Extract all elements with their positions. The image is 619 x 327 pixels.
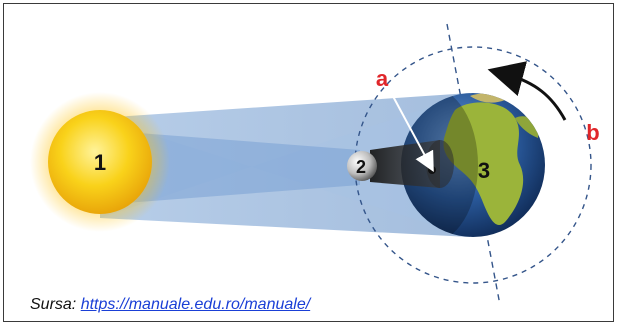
label-rotation: b (586, 120, 599, 145)
sun (30, 92, 170, 232)
shadow-pointer-arrow (387, 86, 434, 173)
umbra-spot (428, 166, 436, 174)
source-link[interactable]: https://manuale.edu.ro/manuale/ (80, 296, 311, 313)
label-earth: 3 (478, 158, 490, 183)
label-moon: 2 (356, 157, 366, 177)
moon (347, 151, 377, 181)
rotation-arrow (487, 61, 567, 121)
label-sun: 1 (94, 150, 106, 175)
light-cones (100, 93, 470, 237)
earth-axis-line (446, 23, 501, 306)
source-caption: Sursa: https://manuale.edu.ro/manuale/ (30, 296, 310, 314)
caption-prefix: Sursa: (30, 296, 81, 313)
label-shadow-pointer: a (376, 66, 389, 91)
